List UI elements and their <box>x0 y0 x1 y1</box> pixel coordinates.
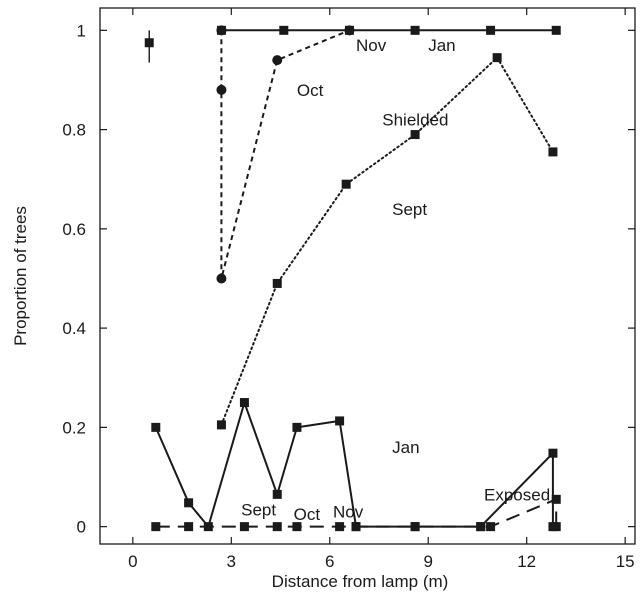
data-point-exposed-jan <box>292 422 302 432</box>
data-point-exposed-sept-oct-nov <box>184 522 194 532</box>
data-point-shielded-sept <box>272 278 282 288</box>
x-axis-title: Distance from lamp (m) <box>272 572 449 591</box>
series-line-exposed-sept-oct-nov <box>155 498 558 528</box>
x-tick-label: 0 <box>128 552 137 571</box>
data-point-shielded-oct <box>216 273 227 284</box>
error-bar-point <box>144 38 154 48</box>
annotation-label: Jan <box>428 36 455 55</box>
data-point-exposed-sept-oct-nov <box>486 522 496 532</box>
data-point-exposed-jan <box>335 416 345 426</box>
data-point-exposed-sept-oct-nov <box>476 522 486 532</box>
annotation-label: Nov <box>333 503 364 522</box>
data-point-shielded-nov-jan <box>279 25 289 35</box>
y-tick-label: 0.8 <box>62 121 86 140</box>
data-point-exposed-sept-oct-nov <box>239 522 249 532</box>
data-point-shielded-sept <box>410 130 420 140</box>
data-point-exposed-sept-oct-nov <box>551 494 561 504</box>
data-point-shielded-oct <box>216 84 227 95</box>
data-point-shielded-oct <box>272 55 283 66</box>
x-tick-label: 12 <box>517 552 536 571</box>
data-point-exposed-jan <box>272 489 282 499</box>
y-tick-label: 0.6 <box>62 220 86 239</box>
annotation-label: Shielded <box>382 111 448 130</box>
data-point-shielded-sept <box>492 53 502 63</box>
series-line-shielded-sept <box>220 56 554 426</box>
data-point-shielded-oct <box>216 25 227 36</box>
annotation-label: Jan <box>392 438 419 457</box>
data-point-shielded-nov-jan <box>410 25 420 35</box>
data-point-exposed-jan <box>203 522 213 532</box>
x-axis-ticks: 0 3 6 9 12 15 <box>128 8 635 571</box>
series-line-shielded-oct <box>220 29 350 280</box>
x-tick-label: 15 <box>616 552 635 571</box>
y-tick-label: 0.4 <box>62 319 86 338</box>
annotation-label: Exposed <box>484 485 550 504</box>
y-axis-ticks: 0 0.2 0.4 0.6 0.8 1 <box>62 21 635 537</box>
data-point-exposed-sept-oct-nov <box>335 522 345 532</box>
y-axis-title: Proportion of trees <box>11 206 30 346</box>
annotation-label: Sept <box>392 200 427 219</box>
data-point-shielded-sept <box>341 179 351 189</box>
data-point-exposed-sept-oct-nov <box>272 522 282 532</box>
data-point-exposed-sept-oct-nov <box>351 522 361 532</box>
x-tick-label: 6 <box>325 552 334 571</box>
data-point-shielded-nov-jan <box>486 25 496 35</box>
y-tick-label: 0.2 <box>62 418 86 437</box>
x-tick-label: 9 <box>423 552 432 571</box>
data-point-exposed-jan <box>548 448 558 458</box>
data-point-shielded-sept <box>548 147 558 157</box>
data-point-shielded-nov-jan <box>551 25 561 35</box>
annotation-label: Nov <box>356 36 387 55</box>
data-point-exposed-sept-oct-nov <box>551 522 561 532</box>
annotation-label: Oct <box>297 81 324 100</box>
data-point-exposed-jan <box>239 398 249 408</box>
data-point-exposed-jan <box>151 422 161 432</box>
data-point-shielded-oct <box>344 25 355 36</box>
annotation-layer: Nov Jan Oct Shielded Sept Jan Exposed Sept Oct No… <box>241 36 550 524</box>
data-point-exposed-sept-oct-nov <box>151 522 161 532</box>
x-tick-label: 3 <box>227 552 236 571</box>
annotation-label: Sept <box>241 500 276 519</box>
series-layer <box>154 29 558 528</box>
data-point-exposed-jan <box>184 498 194 508</box>
data-point-exposed-sept-oct-nov <box>292 522 302 532</box>
annotation-label: Oct <box>294 505 321 524</box>
y-tick-label: 0 <box>77 518 86 537</box>
plot-frame <box>99 7 636 545</box>
data-point-exposed-sept-oct-nov <box>410 522 420 532</box>
y-tick-label: 1 <box>77 21 86 40</box>
data-point-shielded-sept <box>216 420 226 430</box>
marker-layer <box>144 25 561 532</box>
